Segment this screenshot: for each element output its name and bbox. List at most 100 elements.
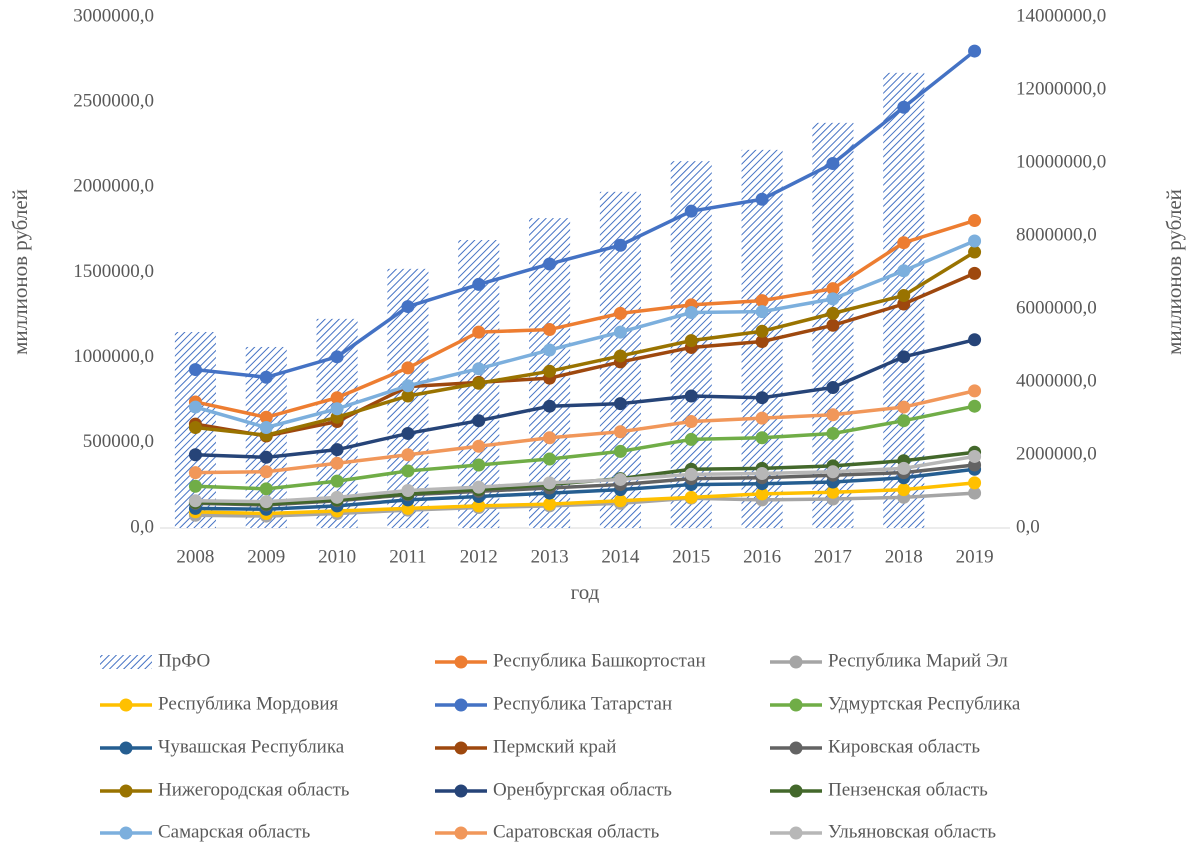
series-marker [826,156,840,170]
legend-label: Самарская область [158,821,311,842]
series-marker [613,472,627,486]
series-marker [826,485,840,499]
legend-label: ПрФО [158,650,210,671]
series-marker [613,494,627,508]
series-marker [259,495,273,509]
series-marker [684,334,698,348]
series-marker [613,444,627,458]
series-line [194,239,976,430]
series-marker [472,376,486,390]
series-marker [401,448,415,462]
series-marker [897,461,911,475]
series-marker [755,487,769,501]
series-marker [543,399,557,413]
series-marker [543,343,557,357]
y2-tick-label: 8000000,0 [1016,224,1097,245]
series-marker [968,245,982,259]
x-tick-label: 2011 [389,546,426,567]
y2-tick-label: 14000000,0 [1016,5,1106,26]
legend-swatch [454,784,468,798]
legend-label: Республика Марий Эл [828,650,1008,671]
series-marker [684,467,698,481]
legend-label: Республика Башкортостан [493,650,706,671]
x-tick-label: 2014 [601,546,640,567]
y2-tick-label: 2000000,0 [1016,443,1097,464]
series-marker [968,333,982,347]
series-marker [684,490,698,504]
series-marker [755,431,769,445]
series-marker [543,257,557,271]
series-line [195,49,976,380]
series-marker [543,476,557,490]
series-marker [543,452,557,466]
series-line [195,404,975,491]
series-marker [755,305,769,319]
series-line [195,450,975,506]
legend-swatch [119,698,133,712]
y2-tick-label: 12000000,0 [1016,78,1106,99]
series-line [195,271,976,438]
series-marker [259,421,273,435]
x-tick-label: 2019 [956,546,994,567]
series-marker [613,349,627,363]
series-marker [188,421,202,435]
legend-label: Пензенская область [828,779,988,800]
series-marker [826,282,840,296]
x-tick-label: 2017 [814,546,852,567]
series-line [195,389,975,475]
series-marker [259,465,273,479]
legend-swatch [789,741,803,755]
series-marker [472,277,486,291]
x-tick-label: 2010 [318,546,356,567]
x-tick-label: 2018 [885,546,923,567]
y-tick-label: 500000,0 [83,431,154,452]
series-line [195,491,975,518]
series-marker [755,192,769,206]
series-marker [826,380,840,394]
x-axis-title: год [571,580,600,604]
series-marker [188,466,202,480]
series-marker [613,425,627,439]
series-line [195,218,976,420]
legend-label: Республика Мордовия [158,693,339,714]
series-marker [684,204,698,218]
series-marker [826,426,840,440]
series-marker [897,350,911,364]
series-marker [968,266,982,280]
x-tick-label: 2012 [460,546,498,567]
legend-swatch [454,698,468,712]
series-marker [968,476,982,490]
legend-label: Республика Татарстан [493,693,672,714]
x-tick-label: 2015 [672,546,710,567]
series-marker [543,323,557,337]
legend-label: Оренбургская область [493,779,672,800]
series-marker [401,484,415,498]
series-marker [897,288,911,302]
series-marker [330,443,344,457]
series-marker [684,389,698,403]
series-marker [897,400,911,414]
legend-swatch [789,784,803,798]
legend-label: Пермский край [493,736,616,757]
legend-swatch [119,741,133,755]
series-marker [968,399,982,413]
y2-axis-title: миллионов рублей [1162,189,1186,355]
series-marker [259,410,273,424]
series-marker [613,306,627,320]
legend-label: Ульяновская область [828,821,996,842]
series-marker [188,494,202,508]
series-marker [755,466,769,480]
series-marker [613,325,627,339]
legend-swatch [789,698,803,712]
series-marker [968,384,982,398]
x-tick-label: 2013 [531,546,569,567]
series-marker [188,479,202,493]
series-marker [755,294,769,308]
series-marker [826,292,840,306]
series-marker [330,402,344,416]
series-marker [401,379,415,393]
series-line [195,338,975,460]
series-marker [401,464,415,478]
series-marker [755,391,769,405]
series-marker [188,448,202,462]
